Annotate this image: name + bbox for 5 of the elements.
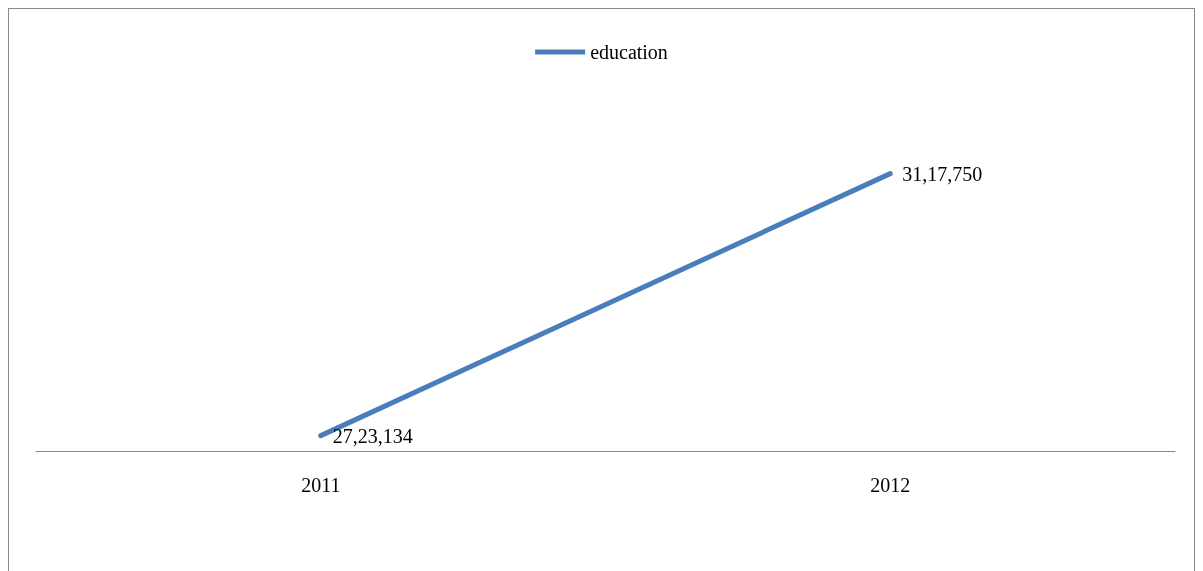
x-tick-label: 2011 bbox=[301, 474, 341, 496]
data-label: 31,17,750 bbox=[902, 162, 983, 185]
legend-label: education bbox=[590, 41, 668, 63]
x-tick-label: 2012 bbox=[870, 474, 911, 496]
data-label: 27,23,134 bbox=[332, 424, 413, 447]
